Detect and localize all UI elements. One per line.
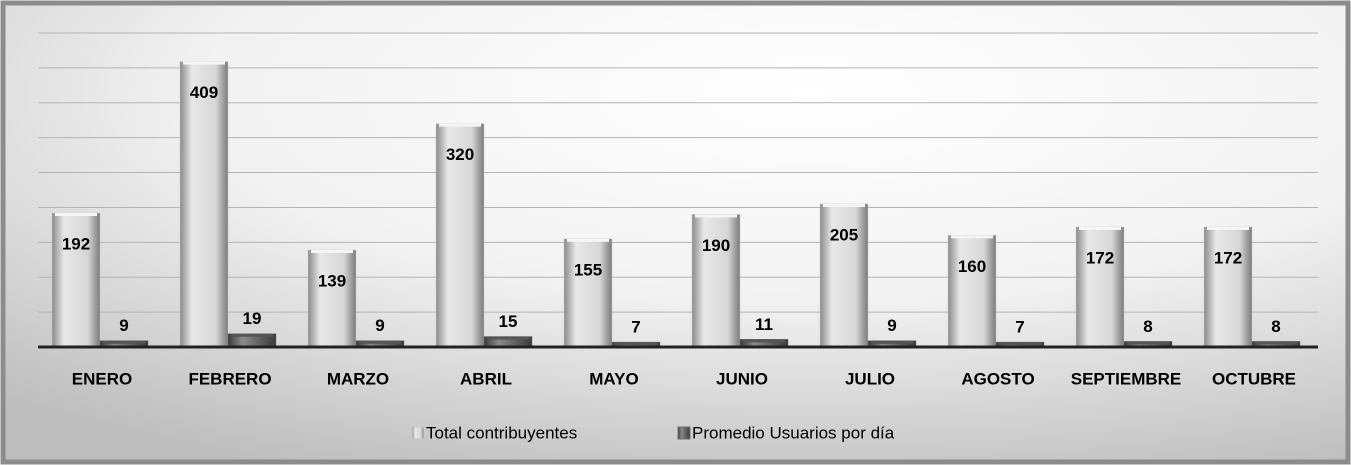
bar-cap (823, 203, 865, 207)
bar-cap (871, 340, 913, 344)
data-label: 205 (830, 225, 858, 244)
bar-cap (55, 213, 97, 217)
bar-cap (487, 336, 529, 340)
data-label: 15 (499, 312, 518, 331)
bar-cap (359, 340, 401, 344)
bar-cap (1255, 341, 1297, 345)
x-tick-label: MAYO (589, 369, 638, 388)
data-label: 7 (631, 318, 640, 337)
bar-cap (103, 340, 145, 344)
bar-cap (1207, 226, 1249, 230)
data-label: 11 (755, 315, 773, 334)
bar (1203, 226, 1253, 348)
data-label: 8 (1143, 317, 1152, 336)
data-label: 7 (1015, 318, 1024, 337)
bar-cap (231, 333, 273, 337)
bar-cap (615, 342, 657, 346)
data-label: 8 (1271, 317, 1280, 336)
x-tick-label: FEBRERO (188, 369, 271, 388)
bar (1075, 226, 1125, 348)
bar (691, 214, 741, 348)
data-label: 9 (887, 316, 896, 335)
x-tick-label: AGOSTO (961, 369, 1034, 388)
data-label: 9 (375, 316, 384, 335)
x-tick-label: SEPTIEMBRE (1071, 369, 1182, 388)
bar-cap (999, 342, 1041, 346)
data-label: 409 (190, 83, 218, 102)
bar-cap (1079, 226, 1121, 230)
data-label: 155 (574, 260, 602, 279)
data-label: 192 (62, 235, 90, 254)
legend-label: Total contribuyentes (426, 423, 577, 442)
x-tick-label: JUNIO (716, 369, 768, 388)
data-label: 139 (318, 271, 346, 290)
bar (179, 61, 229, 348)
data-label: 9 (119, 316, 128, 335)
bar (51, 212, 101, 348)
bar-cap (183, 61, 225, 65)
bar-cap (951, 235, 993, 239)
data-label: 172 (1086, 248, 1114, 267)
bar (947, 235, 997, 348)
x-tick-label: JULIO (845, 369, 895, 388)
x-tick-label: MARZO (327, 369, 389, 388)
bar-cap (439, 123, 481, 127)
data-label: 320 (446, 145, 474, 164)
data-label: 190 (702, 236, 730, 255)
bar (819, 203, 869, 348)
bar-cap (743, 339, 785, 343)
bar-cap (567, 238, 609, 242)
legend-swatch (677, 426, 691, 440)
legend-swatch (411, 426, 425, 440)
x-tick-label: OCTUBRE (1212, 369, 1296, 388)
bar-cap (1127, 341, 1169, 345)
bar (563, 238, 613, 348)
data-label: 19 (243, 309, 262, 328)
x-tick-label: ENERO (72, 369, 132, 388)
data-label: 172 (1214, 248, 1242, 267)
bar (307, 249, 357, 348)
x-tick-label: ABRIL (460, 369, 512, 388)
bar-cap (311, 250, 353, 254)
bar-cap (695, 214, 737, 218)
legend-label: Promedio Usuarios por día (692, 423, 895, 442)
data-label: 160 (958, 257, 986, 276)
